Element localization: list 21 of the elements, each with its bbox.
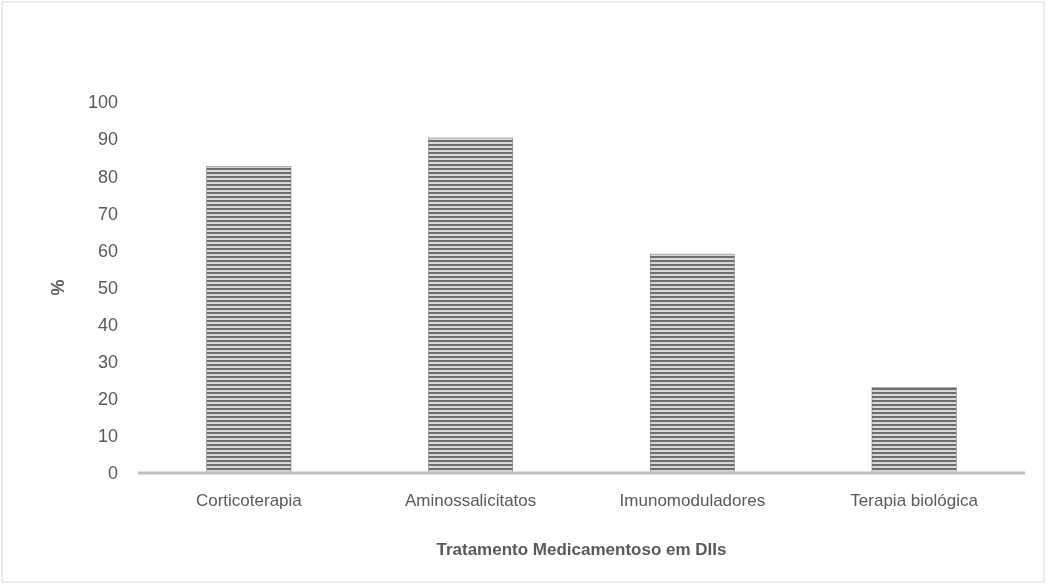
x-tick-label: Terapia biológica: [850, 491, 979, 510]
bar: [649, 253, 735, 474]
x-tick-label: Corticoterapia: [195, 491, 303, 510]
x-tick-label: Imunomoduladores: [619, 491, 766, 510]
y-tick-label: 30: [97, 352, 118, 372]
bar: [206, 166, 292, 474]
y-axis-title: %: [48, 279, 68, 296]
y-tick-label: 40: [97, 314, 118, 335]
x-tick-label: Aminossalicitatos: [404, 491, 537, 510]
y-tick-label: 70: [97, 203, 118, 224]
y-tick-label: 80: [97, 166, 118, 187]
y-tick-label: 20: [97, 389, 118, 410]
y-tick-label: 90: [97, 129, 118, 150]
y-tick-label: 10: [97, 426, 118, 447]
y-tick-label: 100: [87, 92, 118, 113]
bar: [428, 137, 514, 474]
y-tick-label: 50: [97, 277, 118, 298]
y-tick-label: 60: [97, 240, 118, 261]
bar: [871, 387, 957, 474]
y-tick-label: 0: [107, 463, 118, 484]
x-axis-title: Tratamento Medicamentoso em DIIs: [436, 540, 727, 559]
